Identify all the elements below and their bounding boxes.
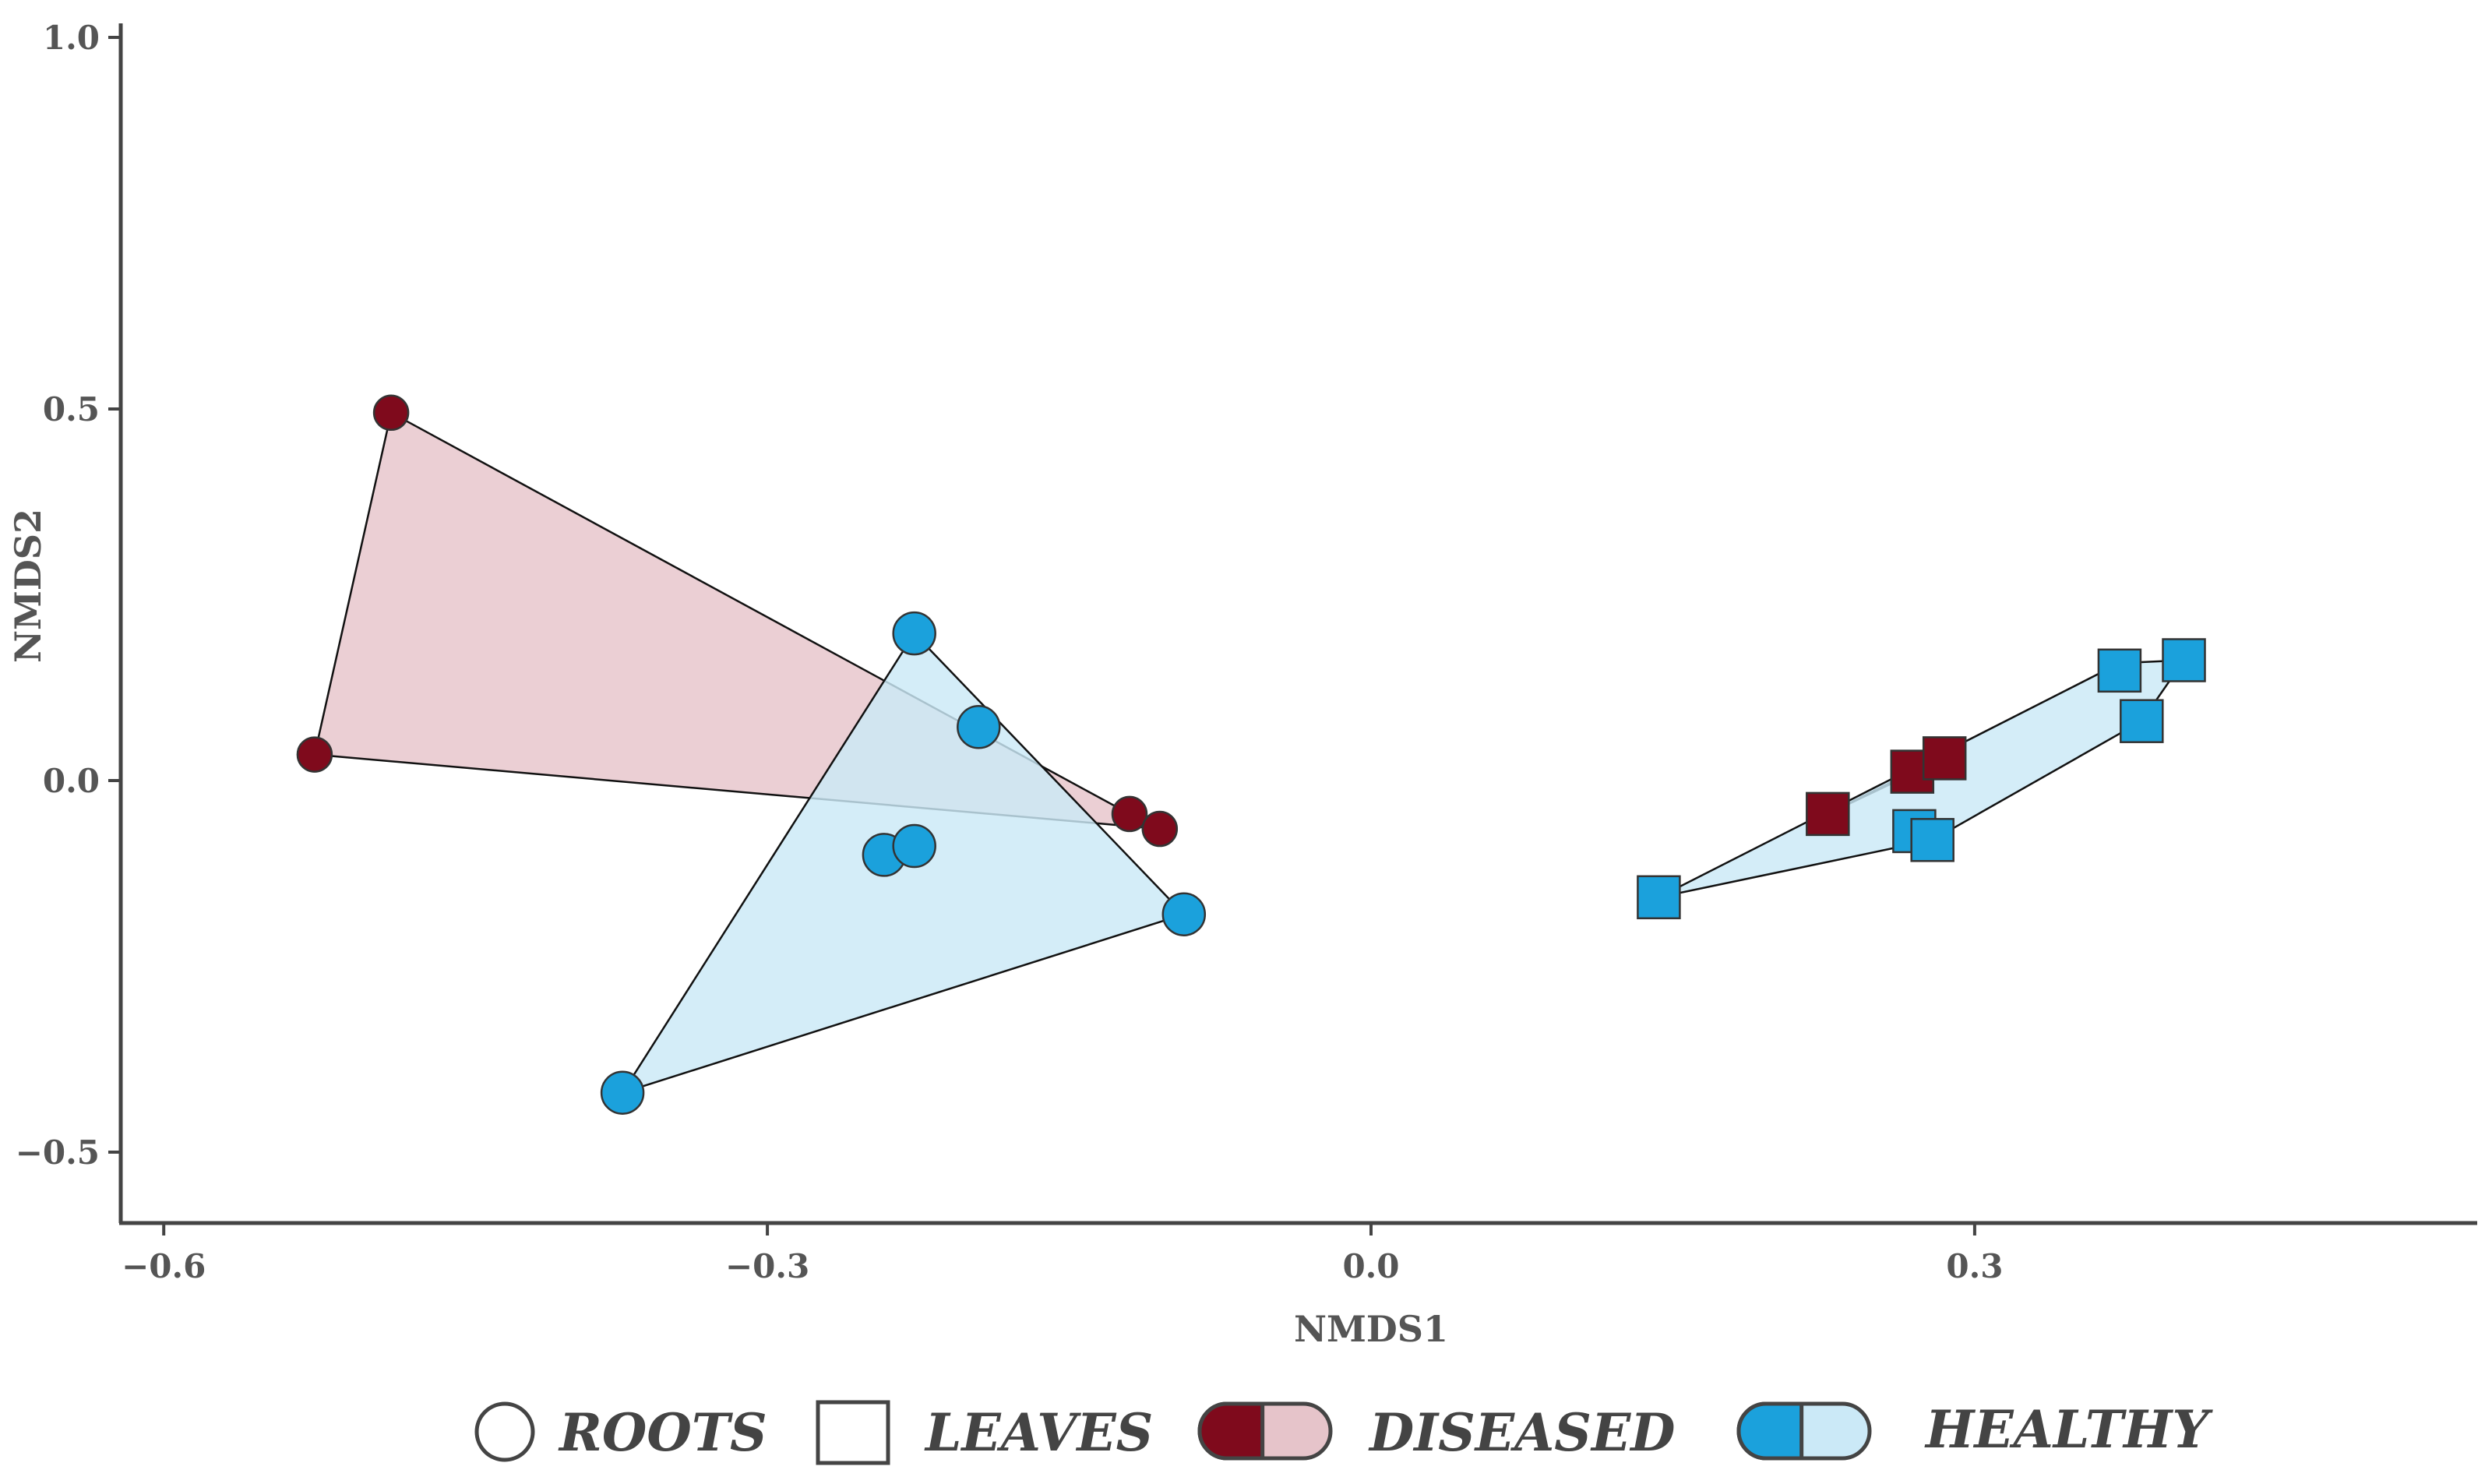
legend-healthy-symbol-left: [1736, 1401, 1804, 1461]
legend-item-leaves: LEAVES: [816, 1400, 1153, 1465]
legend-healthy-symbol: [1736, 1401, 1872, 1461]
axes-layer: −0.6 −0.3 0.0 0.3 −0.5 0.0 0.5 1.0 NMDS1 NMDS2: [7, 19, 2477, 1350]
y-ticks: −0.5 0.0 0.5 1.0: [16, 19, 121, 1172]
legend-item-diseased: DISEASED: [1197, 1401, 1676, 1463]
legend-diseased-label: DISEASED: [1368, 1402, 1676, 1463]
legend-item-roots: ROOTS: [474, 1401, 767, 1463]
x-ticks: −0.6 −0.3 0.0 0.3: [122, 1223, 2003, 1285]
y-tick-label-0: −0.5: [16, 1133, 100, 1172]
point-roots-healthy-4: [1161, 892, 1207, 936]
legend-leaves-label: LEAVES: [924, 1402, 1153, 1463]
point-leaves-diseased-0: [1806, 791, 1850, 837]
y-tick-label-3: 1.0: [43, 19, 100, 57]
legend-roots-symbol: [474, 1401, 535, 1462]
legend-roots-label: ROOTS: [558, 1402, 767, 1463]
point-roots-healthy-3: [892, 823, 936, 869]
point-roots-diseased-2: [1111, 795, 1148, 833]
y-axis-title: NMDS2: [7, 509, 49, 663]
point-leaves-diseased-2: [1922, 736, 1967, 781]
point-leaves-healthy-4: [2162, 638, 2206, 682]
legend-diseased-symbol: [1197, 1401, 1333, 1461]
point-leaves-healthy-5: [2120, 699, 2164, 743]
x-axis-title: NMDS1: [1294, 1308, 1448, 1350]
legend-diseased-symbol-left: [1197, 1401, 1265, 1461]
x-tick-label-0: −0.6: [122, 1247, 206, 1285]
legend: ROOTS LEAVES DISEASED HEALTHY: [474, 1399, 2213, 1465]
point-leaves-healthy-2: [1910, 818, 1954, 862]
point-roots-diseased-1: [296, 736, 333, 773]
legend-healthy-label: HEALTHY: [1924, 1399, 2213, 1460]
legend-leaves-symbol: [816, 1400, 890, 1465]
point-layer: [296, 394, 2206, 1115]
x-tick-label-2: 0.0: [1342, 1247, 1399, 1285]
point-roots-diseased-0: [372, 394, 410, 432]
x-tick-label-1: −0.3: [725, 1247, 809, 1285]
x-tick-label-3: 0.3: [1946, 1247, 2003, 1285]
legend-item-healthy: HEALTHY: [1736, 1399, 2213, 1461]
y-tick-label-2: 0.5: [43, 390, 100, 428]
point-roots-healthy-0: [892, 611, 936, 656]
point-leaves-healthy-3: [2097, 648, 2142, 693]
point-roots-healthy-1: [957, 705, 1001, 749]
point-leaves-healthy-0: [1637, 875, 1681, 920]
point-roots-healthy-5: [600, 1070, 645, 1115]
y-tick-label-1: 0.0: [43, 762, 100, 800]
point-roots-diseased-3: [1141, 810, 1179, 848]
